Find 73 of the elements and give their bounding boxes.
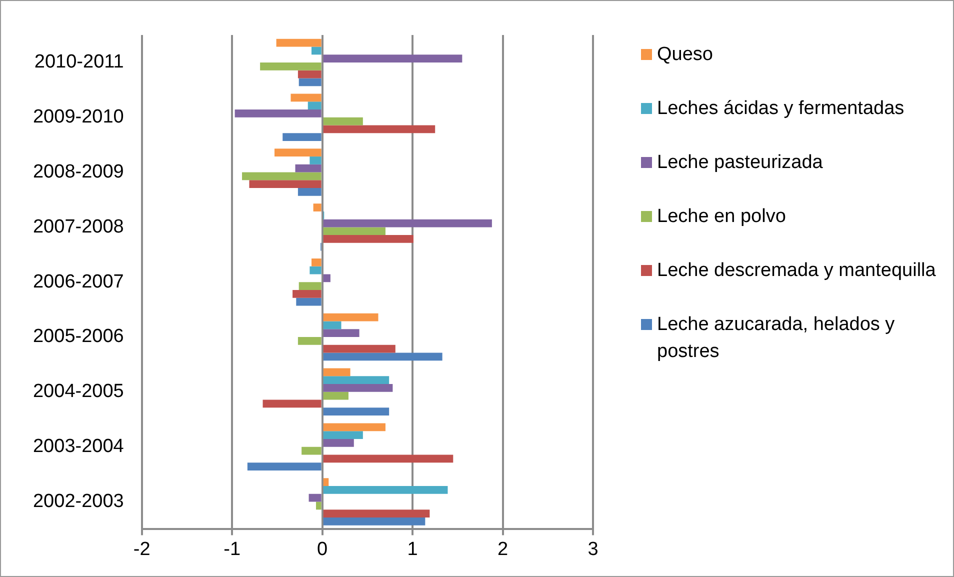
bar	[311, 46, 322, 55]
bar	[298, 282, 322, 290]
bar	[323, 392, 348, 400]
bar	[310, 156, 322, 164]
bar	[276, 38, 322, 47]
y-tick-label: 2006-2007	[32, 271, 124, 292]
bar	[302, 446, 322, 455]
y-tick-label: 2005-2006	[32, 326, 124, 348]
bar	[323, 376, 390, 384]
legend-label: Queso	[657, 43, 713, 67]
bar	[323, 54, 462, 62]
bar	[323, 117, 363, 126]
bar	[260, 62, 322, 70]
bar	[242, 172, 322, 180]
bar	[247, 462, 322, 470]
x-tick-label: -1	[224, 538, 241, 560]
legend-label: Leche azucarada, helados y postres	[657, 313, 896, 364]
x-tick-label: 3	[588, 538, 598, 560]
bar	[323, 329, 360, 338]
bar	[249, 180, 322, 188]
y-tick-label: 2002-2003	[32, 490, 124, 512]
bar	[323, 352, 442, 361]
bar	[323, 384, 393, 392]
y-tick-label: 2008-2009	[32, 162, 124, 183]
bar	[323, 125, 436, 134]
bar	[298, 188, 322, 196]
bar	[234, 109, 322, 118]
bar	[298, 70, 322, 78]
bar	[295, 164, 322, 172]
bar	[296, 298, 322, 306]
bar	[323, 219, 492, 228]
legend-label: Leche descremada y mantequilla	[657, 259, 936, 283]
bar	[323, 408, 390, 416]
bar	[323, 321, 342, 330]
legend-label: Leche pasteurizada	[657, 151, 823, 175]
bar	[311, 258, 322, 266]
x-tick-label: 2	[497, 538, 508, 560]
bar	[308, 494, 322, 502]
bar	[323, 510, 430, 518]
bar	[323, 454, 454, 463]
bar	[310, 266, 322, 274]
bar	[323, 313, 378, 322]
bar	[282, 133, 322, 141]
x-tick-label: 0	[317, 538, 328, 560]
bar	[323, 368, 350, 376]
bar	[323, 438, 354, 447]
bar	[323, 235, 414, 243]
bar	[274, 148, 322, 157]
bar	[323, 478, 329, 486]
bar	[298, 337, 322, 345]
bar	[292, 290, 322, 298]
bar	[298, 78, 322, 86]
x-tick-label: -2	[133, 538, 150, 560]
y-tick-label: 2009-2010	[32, 106, 124, 128]
bar	[313, 204, 322, 212]
bar	[323, 274, 330, 282]
legend-label: Leche en polvo	[657, 205, 786, 229]
bar	[323, 344, 396, 353]
legend-label: Leches ácidas y fermentadas	[657, 97, 904, 121]
y-tick-label: 2003-2004	[32, 436, 124, 458]
y-tick-label: 2007-2008	[32, 216, 124, 238]
x-tick-label: 1	[407, 538, 418, 560]
bar	[323, 486, 448, 494]
bar	[316, 502, 322, 510]
bar	[323, 227, 386, 236]
y-tick-label: 2004-2005	[32, 381, 124, 402]
bar	[323, 423, 386, 432]
bar	[262, 400, 322, 408]
bar	[290, 94, 322, 102]
bar	[323, 431, 363, 439]
bar	[308, 102, 322, 110]
y-tick-label: 2010-2011	[34, 52, 124, 73]
bar	[323, 517, 426, 526]
